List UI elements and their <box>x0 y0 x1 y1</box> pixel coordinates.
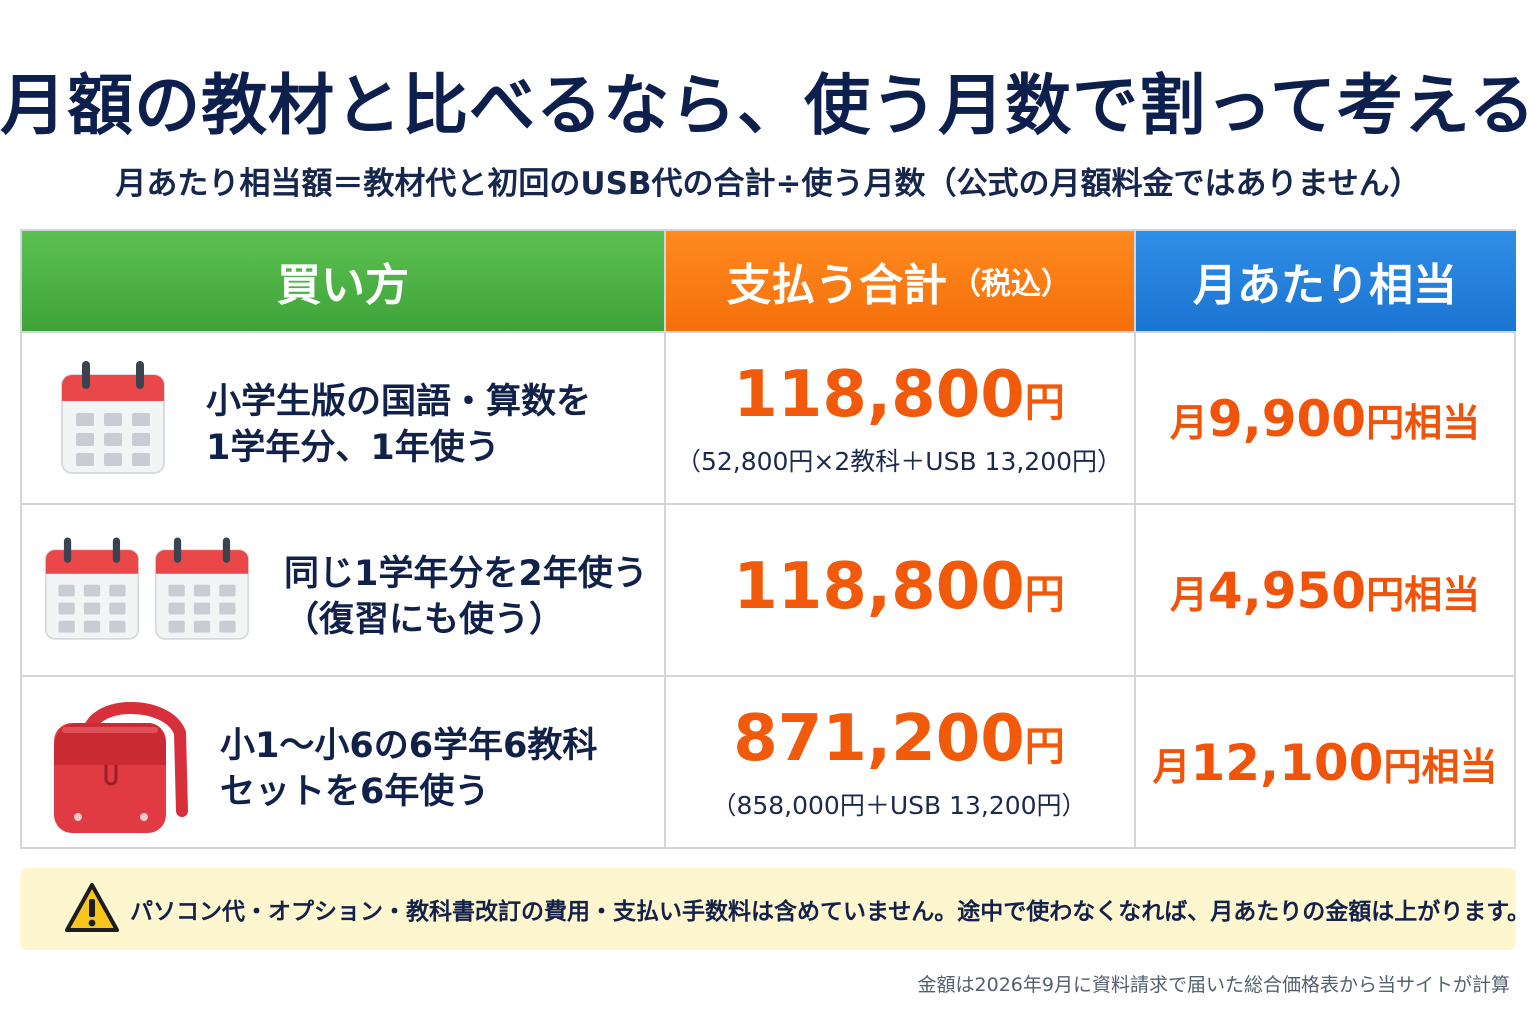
calendar-icon <box>154 537 250 640</box>
method-line1: 小学生版の国語・算数を <box>206 382 592 422</box>
total-cell: 118,800円 （52,800円×2教科＋USB 13,200円） <box>664 333 1134 505</box>
monthly-cell: 月9,900円相当 <box>1134 333 1516 505</box>
price-table: 買い方 支払う合計 （税込） 月あたり相当 小学生版の国語・算数を 1学年分、1年… <box>20 229 1516 849</box>
total-cell: 118,800円 <box>664 505 1134 677</box>
monthly-prefix: 月 <box>1152 745 1191 789</box>
monthly-value: 4,950 <box>1207 562 1367 620</box>
total-cell: 871,200円 （858,000円＋USB 13,200円） <box>664 677 1134 849</box>
total-price-value: 118,800 <box>733 358 1025 432</box>
table-row: 小1〜小6の6学年6教科 セットを6年使う 871,200円 （858,000円… <box>22 675 1516 847</box>
monthly-amount: 月9,900円相当 <box>1170 390 1480 448</box>
method-line1: 同じ1学年分を2年使う <box>284 554 648 594</box>
calendar-icon <box>44 537 140 640</box>
total-price: 118,800円 <box>733 360 1065 438</box>
header-monthly: 月あたり相当 <box>1134 231 1516 331</box>
page-subtitle: 月あたり相当額＝教材代と初回のUSB代の合計÷使う月数（公式の月額料金ではありま… <box>115 166 1421 202</box>
table-row: 小学生版の国語・算数を 1学年分、1年使う 118,800円 （52,800円×… <box>22 331 1516 503</box>
column-divider <box>664 231 666 849</box>
total-price-value: 871,200 <box>733 702 1025 776</box>
monthly-amount: 月4,950円相当 <box>1170 562 1480 620</box>
column-divider <box>1134 231 1136 849</box>
method-line2: （復習にも使う） <box>284 600 565 640</box>
total-detail: （52,800円×2教科＋USB 13,200円） <box>675 447 1123 476</box>
table-row: 同じ1学年分を2年使う （復習にも使う） 118,800円 月4,950円相当 <box>22 503 1516 675</box>
method-text: 小1〜小6の6学年6教科 セットを6年使う <box>220 723 597 815</box>
method-line1: 小1〜小6の6学年6教科 <box>220 726 598 766</box>
note-text: パソコン代・オプション・教科書改訂の費用・支払い手数料は含めていません。途中で使… <box>130 899 1531 925</box>
monthly-amount: 月12,100円相当 <box>1153 734 1498 792</box>
monthly-prefix: 月 <box>1169 573 1208 617</box>
header-method-label: 買い方 <box>277 260 409 311</box>
method-text: 同じ1学年分を2年使う （復習にも使う） <box>284 551 648 643</box>
monthly-value: 12,100 <box>1190 734 1384 792</box>
header-total-note: （税込） <box>951 267 1071 302</box>
header-monthly-label: 月あたり相当 <box>1193 260 1457 311</box>
monthly-cell: 月12,100円相当 <box>1134 677 1516 849</box>
header-total-label: 支払う合計 <box>727 260 947 311</box>
method-line2: 1学年分、1年使う <box>206 428 500 468</box>
school-backpack-icon <box>54 702 188 833</box>
total-price-value: 118,800 <box>733 550 1025 624</box>
total-price: 118,800円 <box>733 552 1065 630</box>
header-total: 支払う合計 （税込） <box>664 231 1134 331</box>
monthly-value: 9,900 <box>1207 390 1367 448</box>
total-price-unit: 円 <box>1024 380 1065 426</box>
total-price: 871,200円 <box>733 704 1065 782</box>
page-title: 月額の教材と比べるなら、使う月数で割って考える <box>0 67 1536 144</box>
monthly-prefix: 月 <box>1169 401 1208 445</box>
total-detail: （858,000円＋USB 13,200円） <box>711 791 1087 820</box>
note-box: パソコン代・オプション・教科書改訂の費用・支払い手数料は含めていません。途中で使… <box>20 868 1530 950</box>
monthly-suffix: 円相当 <box>1366 573 1481 617</box>
monthly-suffix: 円相当 <box>1366 401 1481 445</box>
monthly-suffix: 円相当 <box>1383 745 1498 789</box>
total-price-unit: 円 <box>1024 724 1065 770</box>
calendar-icon <box>61 361 165 474</box>
warning-icon <box>65 883 119 932</box>
method-line2: セットを6年使う <box>220 772 490 812</box>
header-method: 買い方 <box>22 231 664 331</box>
monthly-cell: 月4,950円相当 <box>1134 505 1516 677</box>
total-price-unit: 円 <box>1024 572 1065 618</box>
footer-source: 金額は2026年9月に資料請求で届いた総合価格表から当サイトが計算 <box>917 974 1510 996</box>
method-text: 小学生版の国語・算数を 1学年分、1年使う <box>206 379 591 471</box>
